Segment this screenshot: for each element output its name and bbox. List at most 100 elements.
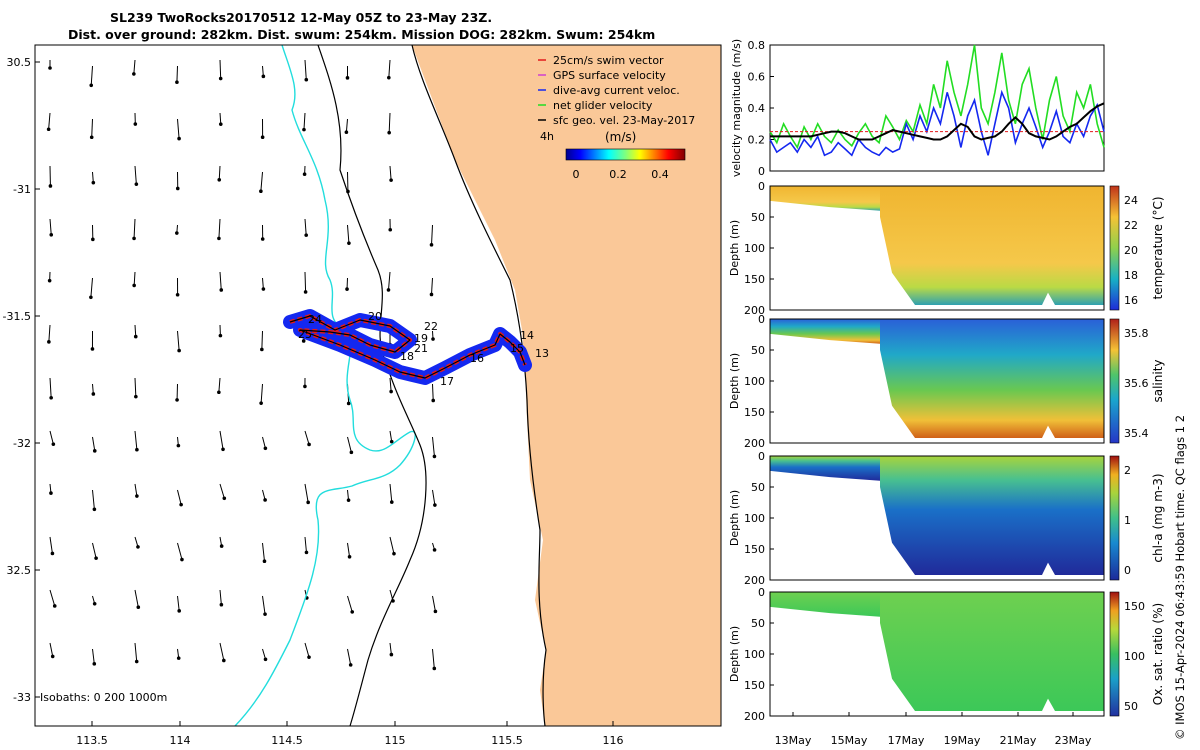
depth-ylabel: Depth (m): [728, 490, 741, 546]
lon-tick-label: 115.5: [491, 734, 523, 747]
track-day-label: 13: [535, 347, 549, 360]
depth-tick: 100: [744, 375, 765, 388]
lat-tick-label: -31: [13, 183, 31, 196]
profile-panel-chla: 0 50 100 150 200 Depth (m) 2 1 0 chl-a (mg m-3): [728, 450, 1165, 587]
depth-tick: 150: [744, 543, 765, 556]
colorbar-tick: 50: [1124, 700, 1138, 713]
colorbar-tick: 2: [1124, 464, 1131, 477]
colorbar-tick: 0.4: [651, 168, 669, 181]
depth-tick: 150: [744, 679, 765, 692]
vel-tick: 0: [758, 165, 765, 178]
date-tick: 19May: [944, 734, 981, 747]
lat-tick-label: -33: [13, 691, 31, 704]
lon-tick-label: 114.5: [271, 734, 303, 747]
colorbar-label: salinity: [1151, 359, 1165, 402]
colorbar-tick: 22: [1124, 219, 1138, 232]
colorbar-tick: 18: [1124, 269, 1138, 282]
depth-ylabel: Depth (m): [728, 220, 741, 276]
depth-tick: 100: [744, 648, 765, 661]
track-day-label: 24: [308, 313, 322, 326]
lat-tick-label: -31.5: [3, 310, 31, 323]
legend-label: GPS surface velocity: [553, 69, 666, 82]
depth-tick: 0: [758, 586, 765, 599]
depth-tick: 0: [758, 450, 765, 463]
lat-tick-label: 32.5: [7, 564, 32, 577]
profile-panel-temperature: 0 50 100 150 200 Depth (m) 24 22 20 18 16 temperatu…: [728, 180, 1165, 317]
legend-label: sfc geo. vel. 23-May-2017: [553, 114, 695, 127]
track-day-label: 19: [414, 332, 428, 345]
geostrophic-vectors: [46, 59, 438, 671]
depth-tick: 100: [744, 242, 765, 255]
track-day-label: 22: [424, 320, 438, 333]
depth-tick: 100: [744, 512, 765, 525]
depth-tick: 50: [751, 211, 765, 224]
colorbar-tick: 35.4: [1124, 427, 1149, 440]
track-day-label: 21: [414, 342, 428, 355]
net-velocity-line: [769, 44, 1105, 150]
current-velocity-line: [769, 89, 1105, 157]
depth-tick: 200: [744, 574, 765, 587]
depth-tick: 200: [744, 304, 765, 317]
depth-tick: 150: [744, 273, 765, 286]
coastline-detail: [411, 45, 547, 726]
legend-label: net glider velocity: [553, 99, 653, 112]
isobath-200m: [234, 45, 416, 726]
date-tick: 21May: [1000, 734, 1037, 747]
depth-tick: 200: [744, 437, 765, 450]
track-day-label: 15: [510, 342, 524, 355]
date-tick: 17May: [888, 734, 925, 747]
track-day-label: 14: [520, 329, 534, 342]
isobath-1000m: [317, 45, 427, 726]
track-day-label: 17: [440, 375, 454, 388]
velocity-panel: 0.8 0.6 0.4 0.2 0 velocity magnitude (m/s): [730, 39, 1105, 178]
colorbar-tick: 16: [1124, 294, 1138, 307]
colorbar-label: Ox. sat. ratio (%): [1151, 603, 1165, 705]
depth-ylabel: Depth (m): [728, 626, 741, 682]
track-day-label: 16: [470, 352, 484, 365]
depth-tick: 200: [744, 710, 765, 723]
depth-tick: 50: [751, 481, 765, 494]
date-tick: 23May: [1055, 734, 1092, 747]
colorbar-tick: 100: [1124, 650, 1145, 663]
depth-ylabel: Depth (m): [728, 353, 741, 409]
colorbar-tick: 0: [573, 168, 580, 181]
lat-tick-label: 30.5: [7, 56, 32, 69]
lon-tick-label: 113.5: [76, 734, 108, 747]
colorbar-tick: 150: [1124, 600, 1145, 613]
glider-track: [283, 309, 532, 385]
track-day-label: 20: [368, 310, 382, 323]
colorbar-tick: 20: [1124, 244, 1138, 257]
depth-tick: 50: [751, 617, 765, 630]
legend-label: dive-avg current veloc.: [553, 84, 680, 97]
colorbar-units: (m/s): [605, 130, 636, 144]
footer-credit: © IMOS 15-Apr-2024 06:43:59 Hobart time.…: [1173, 415, 1187, 740]
depth-tick: 0: [758, 313, 765, 326]
date-tick: 13May: [775, 734, 812, 747]
vel-tick: 0.4: [748, 102, 766, 115]
title-line-1: SL239 TwoRocks20170512 12-May 05Z to 23-…: [110, 10, 493, 25]
legend-4h: 4h: [540, 130, 554, 143]
track-day-label: 25: [298, 328, 312, 341]
vel-tick: 0.8: [748, 39, 766, 52]
colorbar-tick: 24: [1124, 194, 1138, 207]
colorbar-tick: 0.2: [609, 168, 627, 181]
map-legend: 25cm/s swim vector GPS surface velocity di…: [538, 54, 695, 127]
colorbar-temperature: [1109, 185, 1120, 311]
vel-tick: 0.6: [748, 71, 766, 84]
colorbar: [565, 148, 686, 161]
date-tick: 15May: [831, 734, 868, 747]
isobaths-label: Isobaths: 0 200 1000m: [40, 691, 167, 704]
depth-tick: 150: [744, 406, 765, 419]
vel-ylabel: velocity magnitude (m/s): [730, 39, 743, 177]
lon-tick-label: 114: [170, 734, 191, 747]
lon-tick-label: 116: [603, 734, 624, 747]
colorbar-tick: 35.8: [1124, 327, 1149, 340]
colorbar-tick: 35.6: [1124, 377, 1149, 390]
colorbar-label: chl-a (mg m-3): [1151, 473, 1165, 562]
depth-tick: 0: [758, 180, 765, 193]
profile-panel-salinity: 0 50 100 150 200 Depth (m) 35.8 35.6 35.4 salinit…: [728, 313, 1165, 450]
legend-label: 25cm/s swim vector: [553, 54, 664, 67]
geo-velocity-line: [770, 102, 1105, 141]
